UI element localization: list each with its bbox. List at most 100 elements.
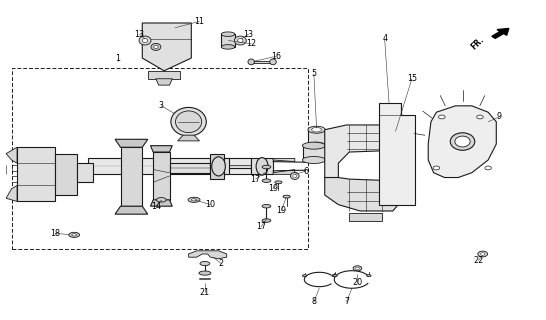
Polygon shape: [88, 158, 251, 174]
Polygon shape: [17, 147, 55, 201]
Text: 9: 9: [496, 113, 502, 122]
Ellipse shape: [234, 36, 246, 45]
Polygon shape: [153, 152, 169, 200]
Text: FR.: FR.: [470, 35, 486, 51]
Ellipse shape: [154, 45, 158, 49]
Text: 18: 18: [50, 229, 60, 238]
Ellipse shape: [199, 271, 211, 275]
Ellipse shape: [450, 133, 475, 150]
Ellipse shape: [433, 166, 440, 170]
Ellipse shape: [308, 142, 325, 149]
Ellipse shape: [438, 115, 445, 119]
Text: 12: 12: [246, 39, 256, 48]
Polygon shape: [379, 103, 414, 204]
Ellipse shape: [455, 136, 470, 147]
Polygon shape: [308, 130, 325, 146]
Text: 22: 22: [473, 256, 483, 265]
Ellipse shape: [477, 115, 483, 119]
Text: 16: 16: [271, 52, 281, 61]
Polygon shape: [303, 146, 325, 160]
Text: 10: 10: [205, 200, 215, 209]
Text: 19: 19: [276, 206, 286, 215]
Ellipse shape: [262, 204, 271, 208]
Ellipse shape: [355, 267, 359, 269]
Polygon shape: [148, 71, 180, 79]
Ellipse shape: [367, 275, 371, 276]
Text: 8: 8: [311, 297, 316, 306]
Polygon shape: [6, 186, 17, 201]
Ellipse shape: [312, 127, 322, 132]
Ellipse shape: [256, 158, 268, 175]
Ellipse shape: [171, 108, 206, 136]
Ellipse shape: [353, 266, 362, 271]
Text: 14: 14: [151, 202, 161, 211]
Ellipse shape: [191, 199, 197, 201]
Ellipse shape: [290, 172, 299, 180]
Ellipse shape: [333, 275, 337, 276]
Ellipse shape: [188, 197, 200, 202]
Polygon shape: [251, 158, 273, 174]
Text: 2: 2: [219, 259, 224, 268]
Polygon shape: [251, 61, 273, 63]
FancyArrow shape: [492, 28, 509, 38]
Ellipse shape: [283, 195, 290, 198]
Ellipse shape: [262, 179, 271, 182]
Ellipse shape: [485, 166, 491, 170]
Polygon shape: [221, 34, 235, 47]
Polygon shape: [273, 158, 295, 162]
Polygon shape: [349, 212, 382, 220]
Polygon shape: [55, 154, 77, 195]
Ellipse shape: [480, 253, 485, 255]
Polygon shape: [325, 125, 398, 178]
Text: 17: 17: [256, 222, 266, 231]
Bar: [11, 68, 308, 249]
Ellipse shape: [332, 275, 336, 276]
Ellipse shape: [270, 59, 276, 65]
Polygon shape: [210, 154, 224, 179]
Polygon shape: [151, 200, 172, 206]
Polygon shape: [273, 170, 295, 174]
Text: 19: 19: [268, 184, 278, 193]
Ellipse shape: [293, 174, 296, 178]
Text: 3: 3: [159, 101, 164, 110]
Polygon shape: [210, 158, 229, 174]
Ellipse shape: [302, 275, 307, 276]
Text: 20: 20: [352, 278, 363, 287]
Ellipse shape: [262, 219, 271, 222]
Text: 4: 4: [382, 35, 387, 44]
Polygon shape: [121, 147, 143, 206]
Text: 21: 21: [200, 288, 210, 297]
Ellipse shape: [302, 142, 325, 149]
Ellipse shape: [157, 197, 166, 202]
Text: 15: 15: [407, 74, 417, 83]
Ellipse shape: [238, 38, 243, 43]
Ellipse shape: [143, 38, 148, 43]
Ellipse shape: [139, 36, 151, 45]
Ellipse shape: [221, 45, 235, 49]
Polygon shape: [6, 147, 17, 163]
Text: 6: 6: [303, 167, 308, 176]
Text: 7: 7: [344, 297, 349, 306]
Ellipse shape: [308, 126, 325, 133]
Text: 1: 1: [115, 53, 120, 62]
Polygon shape: [151, 146, 172, 152]
Text: 13: 13: [244, 30, 253, 39]
Ellipse shape: [312, 143, 322, 148]
Polygon shape: [325, 178, 398, 211]
Polygon shape: [177, 135, 199, 141]
Ellipse shape: [221, 32, 235, 36]
Ellipse shape: [212, 157, 225, 176]
Ellipse shape: [69, 232, 80, 237]
Text: 17: 17: [251, 175, 260, 184]
Polygon shape: [188, 251, 227, 259]
Polygon shape: [428, 106, 496, 178]
Ellipse shape: [302, 156, 325, 164]
Ellipse shape: [151, 44, 161, 50]
Polygon shape: [169, 163, 210, 173]
Ellipse shape: [262, 165, 271, 169]
Text: 13: 13: [134, 30, 145, 39]
Ellipse shape: [248, 59, 254, 65]
Polygon shape: [115, 139, 148, 147]
Text: 5: 5: [311, 69, 317, 78]
Ellipse shape: [200, 261, 210, 266]
